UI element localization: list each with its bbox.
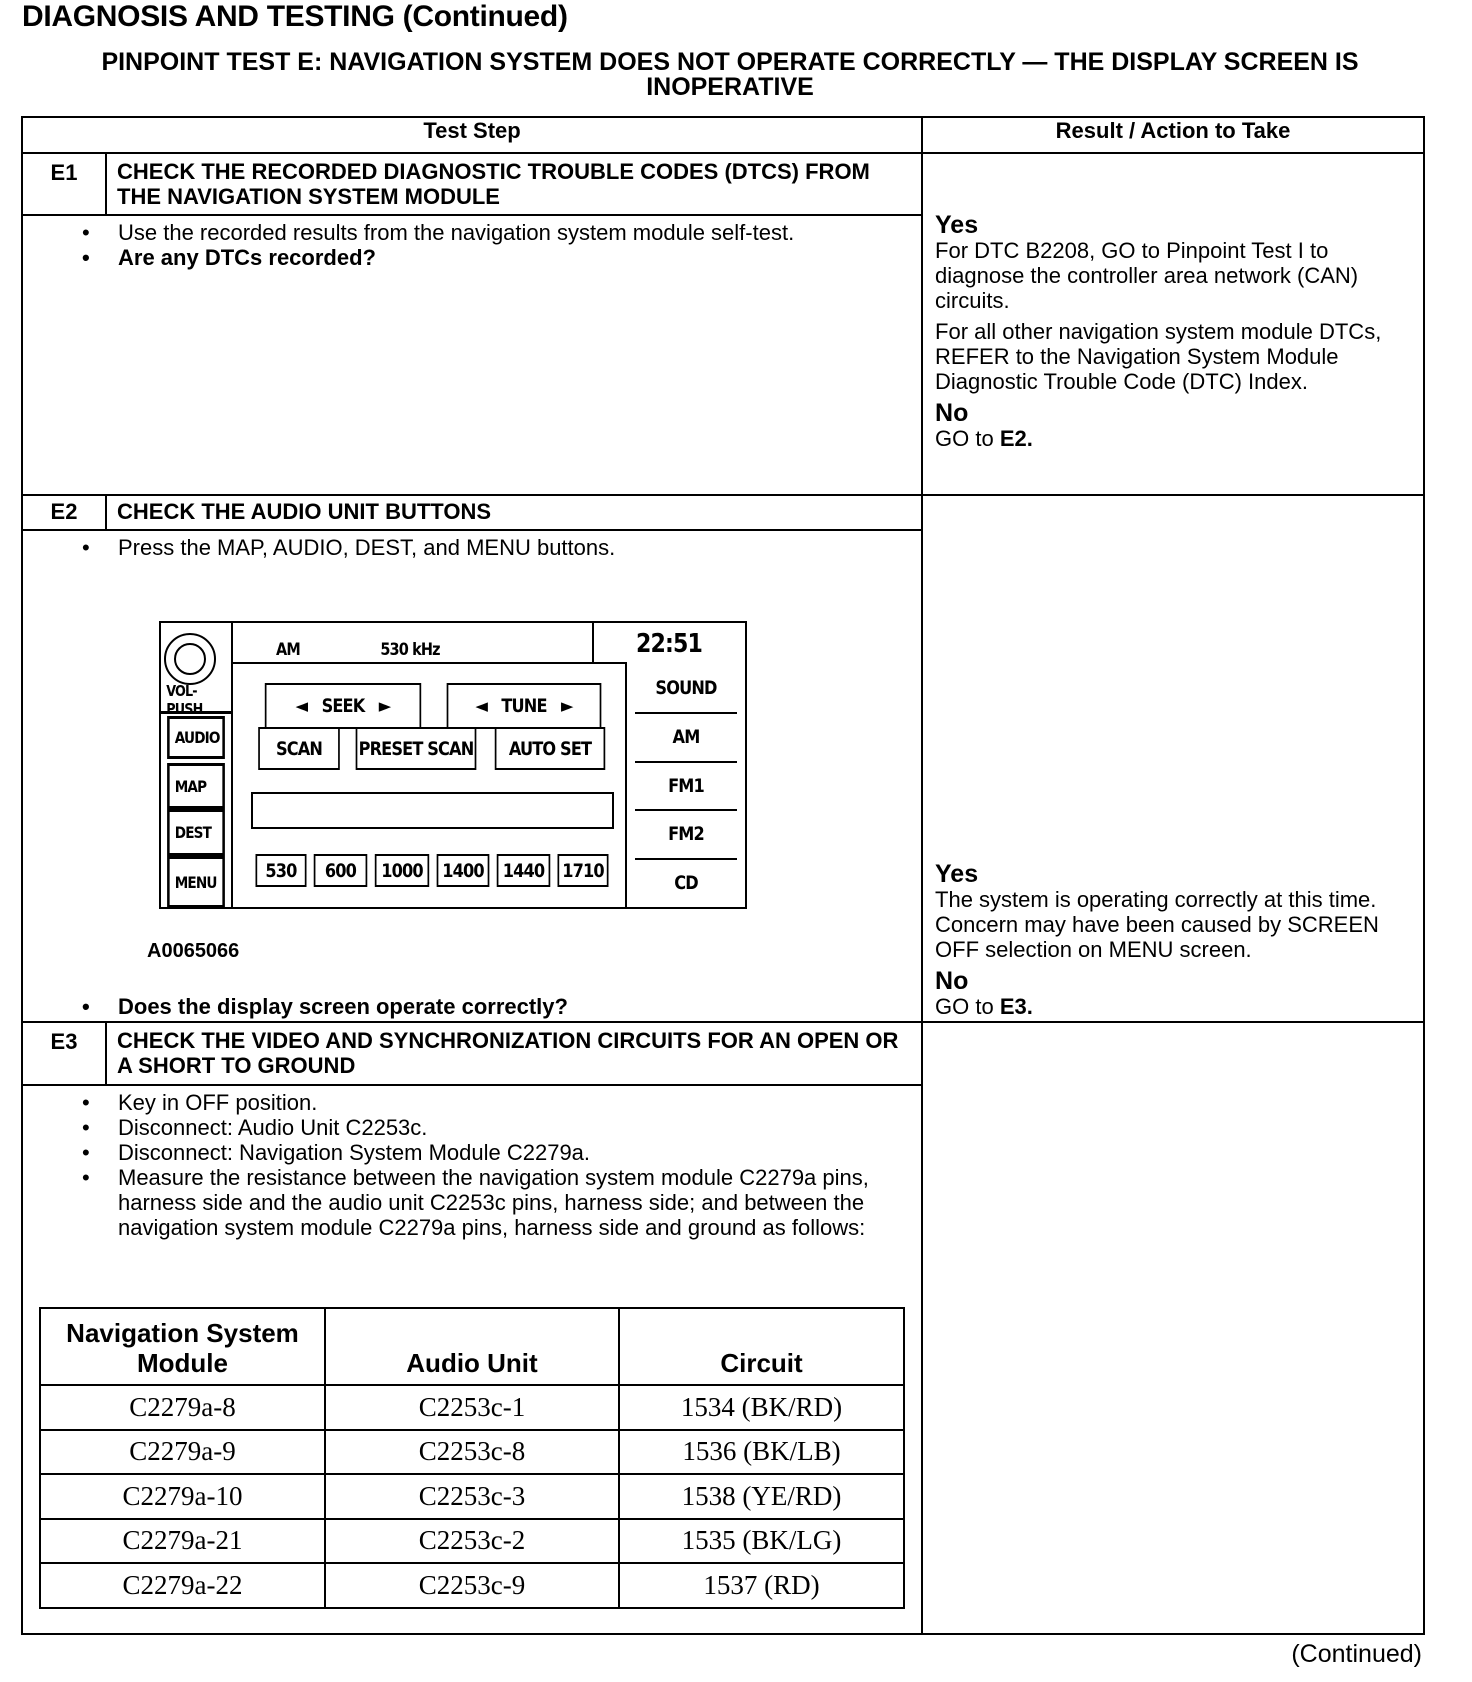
yes-label: Yes (935, 211, 979, 239)
seek-label: SEEK (321, 695, 366, 717)
step-body: Use the recorded results from the naviga… (20, 214, 924, 496)
text-display (251, 792, 614, 829)
col-header: Audio Unit (324, 1307, 620, 1386)
audio-button[interactable]: AUDIO (167, 716, 225, 759)
yes-text-2: For all other navigation system module D… (935, 319, 1382, 394)
cell: C2279a-10 (39, 1473, 326, 1520)
am-button[interactable]: AM (635, 713, 737, 763)
bullet-question: Does the display screen operate correctl… (82, 994, 568, 1019)
col-header: Circuit (618, 1307, 905, 1386)
table-row: C2279a-10 C2253c-3 1538 (YE/RD) (39, 1473, 905, 1520)
bullet-question: Are any DTCs recorded? (82, 245, 921, 270)
step-result-empty (921, 1021, 1426, 1635)
bullet: Disconnect: Navigation System Module C22… (82, 1140, 881, 1165)
cd-button[interactable]: CD (674, 872, 698, 894)
vol-push-label: VOL-PUSH (166, 682, 203, 718)
radio-frame (159, 621, 747, 909)
tune-label: TUNE (501, 695, 547, 717)
tune-button[interactable]: ◄ TUNE ► (446, 683, 602, 729)
cell: 1534 (BK/RD) (618, 1384, 905, 1431)
step-body: Press the MAP, AUDIO, DEST, and MENU but… (20, 529, 924, 1023)
pinpoint-test-title: PINPOINT TEST E: NAVIGATION SYSTEM DOES … (101, 48, 1359, 101)
preset-button[interactable]: 1400 (436, 854, 490, 887)
yes-text: For DTC B2208, GO to Pinpoint Test I to … (935, 238, 1359, 313)
yes-text: The system is operating correctly at thi… (935, 887, 1379, 962)
no-label: No (935, 399, 969, 427)
cell: C2253c-3 (324, 1473, 620, 1520)
table-row: C2279a-9 C2253c-8 1536 (BK/LB) (39, 1428, 905, 1475)
right-arrow-icon: ► (378, 695, 391, 717)
bullet: Disconnect: Audio Unit C2253c. (82, 1115, 881, 1140)
fm2-button[interactable]: FM2 (635, 810, 737, 860)
continued-footer: (Continued) (1291, 1640, 1422, 1668)
step-id: E2 (21, 494, 107, 531)
volume-knob-icon[interactable] (164, 633, 216, 685)
no-text: GO to (935, 426, 1000, 451)
cell: 1535 (BK/LG) (618, 1517, 905, 1564)
table-row: C2279a-21 C2253c-2 1535 (BK/LG) (39, 1517, 905, 1564)
scan-button[interactable]: SCAN (258, 727, 340, 770)
clock-display: 22:51 (635, 629, 703, 659)
preset-button[interactable]: 600 (313, 854, 368, 887)
cell: C2279a-8 (39, 1384, 326, 1431)
step-heading: CHECK THE RECORDED DIAGNOSTIC TROUBLE CO… (104, 152, 924, 216)
cell: C2279a-9 (39, 1428, 326, 1475)
cell: C2253c-2 (324, 1517, 620, 1564)
figure-id: A0065066 (147, 940, 240, 962)
cell: C2253c-8 (324, 1428, 620, 1475)
preset-button[interactable]: 1440 (496, 854, 551, 887)
circuit-table: Navigation System Module Audio Unit Circ… (39, 1307, 905, 1609)
band-display: AM (276, 640, 301, 660)
no-text: GO to (935, 994, 1000, 1019)
seek-button[interactable]: ◄ SEEK ► (264, 683, 422, 729)
bullet: Press the MAP, AUDIO, DEST, and MENU but… (82, 535, 921, 560)
left-arrow-icon: ◄ (475, 695, 488, 717)
fm1-button[interactable]: FM1 (635, 762, 737, 811)
step-heading: CHECK THE VIDEO AND SYNCHRONIZATION CIRC… (104, 1021, 924, 1086)
left-arrow-icon: ◄ (295, 695, 308, 717)
bullet: Measure the resistance between the navig… (82, 1165, 881, 1240)
cell: 1538 (YE/RD) (618, 1473, 905, 1520)
table-row: C2279a-22 C2253c-9 1537 (RD) (39, 1562, 905, 1609)
no-target-link[interactable]: E3. (999, 994, 1033, 1019)
preset-button[interactable]: 1000 (374, 854, 430, 887)
sound-button[interactable]: SOUND (635, 663, 737, 714)
step-heading: CHECK THE AUDIO UNIT BUTTONS (104, 494, 924, 531)
header-test-step: Test Step (20, 116, 924, 154)
yes-label: Yes (935, 860, 979, 888)
no-label: No (935, 967, 969, 995)
map-button[interactable]: MAP (167, 763, 225, 809)
menu-button[interactable]: MENU (167, 856, 225, 908)
step-result: Yes The system is operating correctly at… (921, 494, 1426, 1023)
dest-button[interactable]: DEST (167, 809, 225, 856)
preset-scan-button[interactable]: PRESET SCAN (355, 727, 477, 770)
preset-button[interactable]: 1710 (557, 854, 609, 887)
cell: C2253c-1 (324, 1384, 620, 1431)
bullet: Use the recorded results from the naviga… (82, 220, 921, 245)
no-target-link[interactable]: E2. (999, 426, 1033, 451)
step-id: E1 (21, 152, 107, 216)
col-header: Navigation System Module (39, 1307, 326, 1386)
preset-button[interactable]: 530 (255, 854, 307, 887)
cell: C2253c-9 (324, 1562, 620, 1609)
cell: 1537 (RD) (618, 1562, 905, 1609)
table-row: C2279a-8 C2253c-1 1534 (BK/RD) (39, 1384, 905, 1431)
cell: 1536 (BK/LB) (618, 1428, 905, 1475)
right-arrow-icon: ► (560, 695, 573, 717)
page-title: DIAGNOSIS AND TESTING (Continued) (22, 0, 568, 33)
bullet: Key in OFF position. (82, 1090, 881, 1115)
auto-set-button[interactable]: AUTO SET (494, 727, 606, 770)
header-result: Result / Action to Take (921, 116, 1426, 154)
step-result: Yes For DTC B2208, GO to Pinpoint Test I… (921, 152, 1426, 496)
cell: C2279a-21 (39, 1517, 326, 1564)
frequency-display: 530 kHz (380, 640, 440, 660)
step-id: E3 (21, 1021, 107, 1086)
cell: C2279a-22 (39, 1562, 326, 1609)
